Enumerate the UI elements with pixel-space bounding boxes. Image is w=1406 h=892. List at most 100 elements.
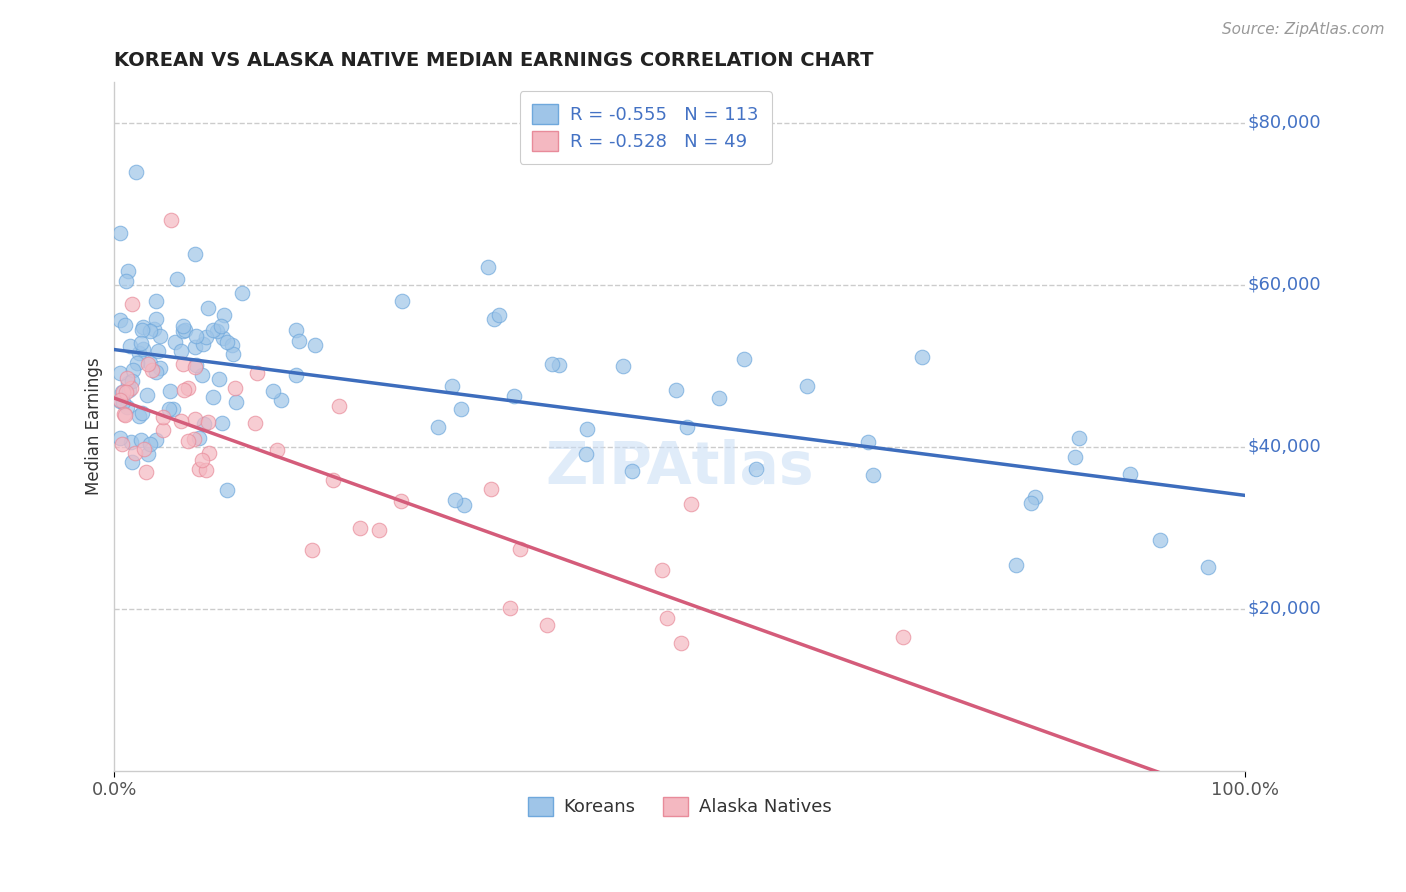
- Point: [679, 497, 702, 511]
- Point: [139, 356, 162, 370]
- Point: [120, 338, 142, 352]
- Point: [177, 434, 200, 448]
- Text: $40,000: $40,000: [1247, 438, 1320, 456]
- Point: [132, 320, 155, 334]
- Point: [184, 340, 207, 354]
- Point: [108, 394, 131, 409]
- Point: [862, 467, 884, 482]
- Point: [655, 611, 678, 625]
- Point: [184, 359, 207, 374]
- Point: [536, 618, 558, 632]
- Point: [117, 264, 139, 278]
- Point: [177, 381, 200, 395]
- Point: [145, 433, 167, 447]
- Point: [142, 322, 165, 336]
- Point: [621, 464, 644, 478]
- Point: [173, 323, 195, 337]
- Point: [391, 293, 413, 308]
- Point: [152, 409, 174, 424]
- Point: [1005, 558, 1028, 573]
- Point: [121, 434, 143, 449]
- Point: [173, 383, 195, 397]
- Point: [212, 309, 235, 323]
- Point: [127, 356, 149, 370]
- Point: [287, 334, 309, 348]
- Point: [211, 417, 233, 431]
- Point: [284, 368, 307, 382]
- Point: [128, 409, 150, 423]
- Point: [221, 337, 243, 351]
- Text: ZIPAtlas: ZIPAtlas: [546, 440, 814, 496]
- Point: [172, 357, 194, 371]
- Point: [301, 543, 323, 558]
- Point: [858, 435, 880, 450]
- Point: [172, 319, 194, 334]
- Point: [503, 389, 526, 403]
- Point: [121, 374, 143, 388]
- Point: [141, 363, 163, 377]
- Point: [122, 363, 145, 377]
- Point: [165, 334, 187, 349]
- Point: [121, 455, 143, 469]
- Point: [891, 630, 914, 644]
- Point: [243, 416, 266, 430]
- Point: [115, 370, 138, 384]
- Point: [733, 352, 755, 367]
- Point: [796, 379, 818, 393]
- Point: [328, 399, 350, 413]
- Point: [208, 372, 231, 386]
- Text: $80,000: $80,000: [1247, 114, 1320, 132]
- Point: [215, 483, 238, 498]
- Point: [263, 384, 285, 398]
- Point: [108, 393, 131, 408]
- Point: [1119, 467, 1142, 481]
- Point: [671, 636, 693, 650]
- Point: [114, 408, 136, 422]
- Point: [170, 414, 193, 428]
- Point: [1067, 431, 1090, 445]
- Point: [183, 432, 205, 446]
- Point: [128, 346, 150, 360]
- Point: [114, 274, 136, 288]
- Point: [444, 492, 467, 507]
- Point: [479, 482, 502, 496]
- Point: [108, 226, 131, 240]
- Point: [166, 271, 188, 285]
- Point: [665, 383, 688, 397]
- Point: [148, 343, 170, 358]
- Point: [136, 357, 159, 371]
- Point: [108, 313, 131, 327]
- Point: [111, 385, 134, 400]
- Point: [149, 360, 172, 375]
- Point: [188, 431, 211, 445]
- Point: [149, 329, 172, 343]
- Point: [224, 381, 246, 395]
- Text: $60,000: $60,000: [1247, 276, 1320, 293]
- Point: [1149, 533, 1171, 547]
- Point: [191, 337, 214, 351]
- Point: [108, 366, 131, 380]
- Point: [172, 324, 194, 338]
- Point: [266, 442, 288, 457]
- Point: [450, 402, 472, 417]
- Point: [111, 395, 134, 409]
- Point: [131, 406, 153, 420]
- Point: [910, 350, 932, 364]
- Point: [209, 319, 232, 334]
- Point: [482, 311, 505, 326]
- Point: [117, 376, 139, 391]
- Point: [215, 334, 238, 349]
- Point: [498, 601, 520, 615]
- Point: [368, 523, 391, 537]
- Point: [270, 393, 292, 408]
- Point: [136, 447, 159, 461]
- Point: [1024, 490, 1046, 504]
- Text: KOREAN VS ALASKA NATIVE MEDIAN EARNINGS CORRELATION CHART: KOREAN VS ALASKA NATIVE MEDIAN EARNINGS …: [114, 51, 875, 70]
- Point: [509, 542, 531, 557]
- Point: [145, 365, 167, 379]
- Point: [184, 328, 207, 343]
- Point: [193, 417, 215, 431]
- Point: [134, 442, 156, 456]
- Point: [112, 385, 135, 400]
- Point: [129, 335, 152, 350]
